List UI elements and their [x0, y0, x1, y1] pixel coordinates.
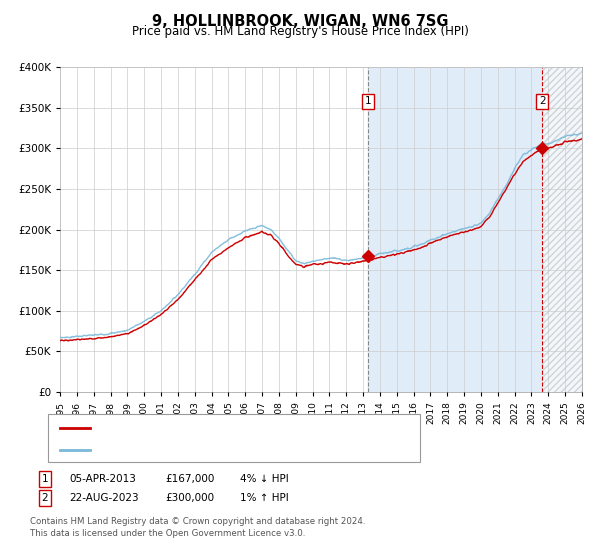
- Text: 05-APR-2013: 05-APR-2013: [69, 474, 136, 484]
- Text: 2: 2: [41, 493, 49, 503]
- Text: 9, HOLLINBROOK, WIGAN, WN6 7SG (detached house): 9, HOLLINBROOK, WIGAN, WN6 7SG (detached…: [96, 423, 379, 433]
- Text: 2: 2: [539, 96, 545, 106]
- Text: This data is licensed under the Open Government Licence v3.0.: This data is licensed under the Open Gov…: [30, 529, 305, 538]
- Text: 1% ↑ HPI: 1% ↑ HPI: [240, 493, 289, 503]
- Bar: [368, 67, 582, 392]
- Text: 1: 1: [41, 474, 49, 484]
- Text: £167,000: £167,000: [165, 474, 214, 484]
- Text: HPI: Average price, detached house, Wigan: HPI: Average price, detached house, Wiga…: [96, 445, 322, 455]
- Text: £300,000: £300,000: [165, 493, 214, 503]
- Text: Contains HM Land Registry data © Crown copyright and database right 2024.: Contains HM Land Registry data © Crown c…: [30, 517, 365, 526]
- Bar: [542, 67, 582, 392]
- Text: Price paid vs. HM Land Registry's House Price Index (HPI): Price paid vs. HM Land Registry's House …: [131, 25, 469, 38]
- Text: 4% ↓ HPI: 4% ↓ HPI: [240, 474, 289, 484]
- Text: 1: 1: [364, 96, 371, 106]
- Text: 22-AUG-2023: 22-AUG-2023: [69, 493, 139, 503]
- Text: 9, HOLLINBROOK, WIGAN, WN6 7SG: 9, HOLLINBROOK, WIGAN, WN6 7SG: [152, 14, 448, 29]
